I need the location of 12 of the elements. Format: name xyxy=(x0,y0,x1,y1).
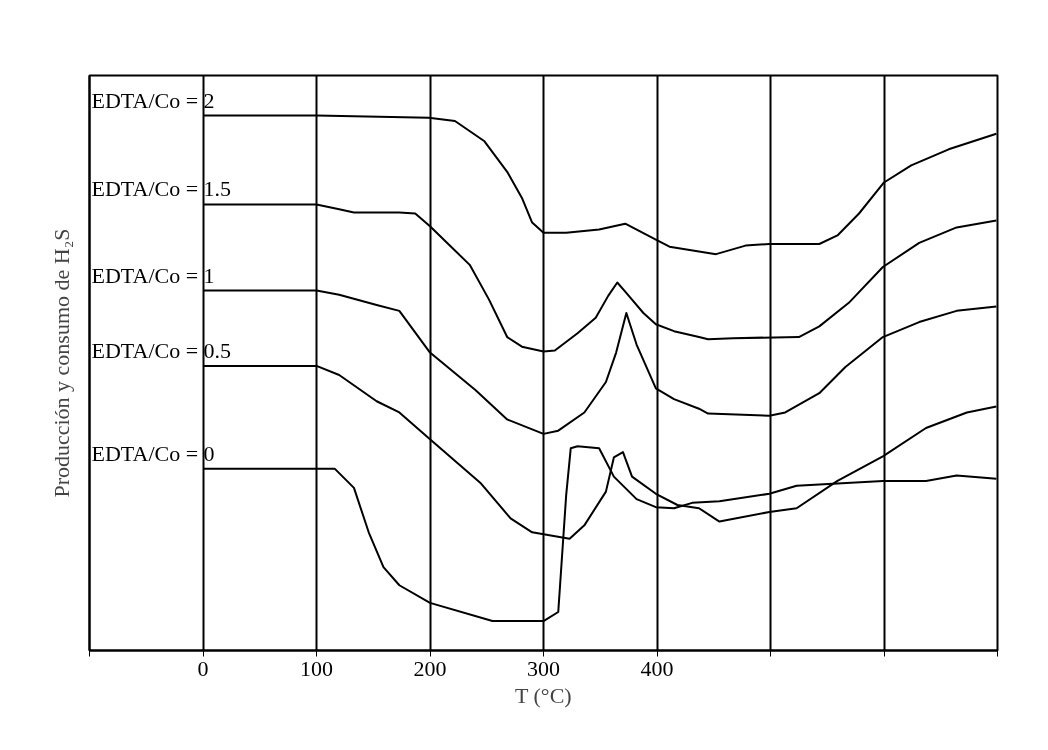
series-label: EDTA/Co = 1.5 xyxy=(91,176,232,202)
series-label: EDTA/Co = 0 xyxy=(91,440,215,466)
y-axis-title: Producción y consumo de H₂S xyxy=(48,228,74,498)
series-label: EDTA/Co = 0.5 xyxy=(91,337,232,363)
x-axis-title: T (°C) xyxy=(514,682,572,708)
series-label: EDTA/Co = 2 xyxy=(91,87,215,113)
x-tick-label: 300 xyxy=(527,655,560,681)
x-tick-label: 100 xyxy=(300,655,333,681)
series-label: EDTA/Co = 1 xyxy=(91,262,215,288)
x-tick-label: 200 xyxy=(413,655,447,681)
x-tick-label: 400 xyxy=(640,655,674,681)
x-tick-label: 0 xyxy=(197,655,209,681)
